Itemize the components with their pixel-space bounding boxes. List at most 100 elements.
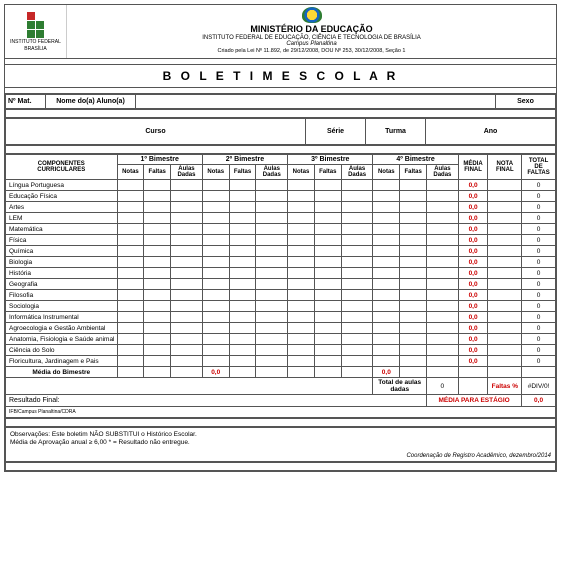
subject-name: Informática Instrumental — [6, 312, 118, 323]
subject-name: Matemática — [6, 224, 118, 235]
subject-name: Geografia — [6, 279, 118, 290]
document-title: B O L E T I M E S C O L A R — [5, 65, 556, 88]
subject-row: Floricultura, Jardinagem e Pais 0,0 0 — [6, 356, 556, 367]
subject-name: Química — [6, 246, 118, 257]
total-faltas: 0 — [522, 257, 556, 268]
total-faltas: 0 — [522, 334, 556, 345]
hdr-nota-final: NOTA FINAL — [488, 155, 522, 180]
total-faltas: 0 — [522, 279, 556, 290]
logo-text2: BRASÍLIA — [24, 47, 47, 52]
total-faltas: 0 — [522, 301, 556, 312]
if-logo: INSTITUTO FEDERAL BRASÍLIA — [5, 5, 67, 58]
total-faltas: 0 — [522, 312, 556, 323]
media-final: 0,0 — [458, 279, 488, 290]
subject-name: Biologia — [6, 257, 118, 268]
total-faltas: 0 — [522, 246, 556, 257]
total-faltas: 0 — [522, 235, 556, 246]
hdr-media-final: MÉDIA FINAL — [458, 155, 488, 180]
media-final: 0,0 — [458, 312, 488, 323]
subject-row: História 0,0 0 — [6, 268, 556, 279]
grades-table: COMPONENTES CURRICULARES 1º Bimestre 2º … — [5, 154, 556, 418]
media-final: 0,0 — [458, 235, 488, 246]
hdr-componentes: COMPONENTES CURRICULARES — [6, 155, 118, 180]
campus-line: IFB/Campus Planaltina/CDRA — [6, 407, 556, 418]
media-final: 0,0 — [458, 301, 488, 312]
header-center: MINISTÉRIO DA EDUCAÇÃO INSTITUTO FEDERAL… — [67, 5, 556, 58]
brazil-emblem-icon — [302, 7, 322, 23]
subject-row: Agroecologia e Gestão Ambiental 0,0 0 — [6, 323, 556, 334]
row-media-bimestre: Média do Bimestre 0,0 0,0 — [6, 367, 556, 378]
subject-name: História — [6, 268, 118, 279]
total-faltas: 0 — [522, 323, 556, 334]
media-final: 0,0 — [458, 180, 488, 191]
label-nome: Nome do(a) Aluno(a) — [46, 95, 136, 109]
total-faltas: 0 — [522, 191, 556, 202]
label-matricula: Nº Mat. — [6, 95, 46, 109]
total-faltas: 0 — [522, 268, 556, 279]
total-faltas: 0 — [522, 345, 556, 356]
media-final: 0,0 — [458, 290, 488, 301]
subject-name: Física — [6, 235, 118, 246]
field-nome — [136, 95, 496, 109]
subject-row: Educação Física 0,0 0 — [6, 191, 556, 202]
header: INSTITUTO FEDERAL BRASÍLIA MINISTÉRIO DA… — [5, 5, 556, 59]
observations: Observações: Este boletim NÃO SUBSTITUI … — [5, 427, 556, 462]
subject-row: Ciência do Solo 0,0 0 — [6, 345, 556, 356]
media-final: 0,0 — [458, 334, 488, 345]
subject-name: Artes — [6, 202, 118, 213]
law: Criado pela Lei Nº 11.892, de 29/12/2008… — [67, 48, 556, 54]
media-final: 0,0 — [458, 202, 488, 213]
subject-name: Ciência do Solo — [6, 345, 118, 356]
subject-row: Física 0,0 0 — [6, 235, 556, 246]
label-sexo: Sexo — [496, 95, 556, 109]
total-faltas: 0 — [522, 180, 556, 191]
coord-line: Coordenação de Registro Acadêmico, dezem… — [6, 451, 556, 462]
subject-row: Artes 0,0 0 — [6, 202, 556, 213]
subject-row: Química0,00 — [6, 246, 556, 257]
total-faltas: 0 — [522, 202, 556, 213]
label-curso: Curso — [6, 119, 306, 145]
subject-row: LEM 0,0 0 — [6, 213, 556, 224]
subject-row: Língua Portuguesa 0,0 0 — [6, 180, 556, 191]
report-card: INSTITUTO FEDERAL BRASÍLIA MINISTÉRIO DA… — [4, 4, 557, 472]
media-final: 0,0 — [458, 356, 488, 367]
row-resultado: Resultado Final: MÉDIA PARA ESTÁGIO 0,0 — [6, 395, 556, 407]
total-faltas: 0 — [522, 213, 556, 224]
label-turma: Turma — [366, 119, 426, 145]
course-row: Curso Série Turma Ano — [5, 118, 556, 145]
subject-name: Filosofia — [6, 290, 118, 301]
media-final: 0,0 — [458, 323, 488, 334]
subject-row: Matemática 0,0 0 — [6, 224, 556, 235]
campus: Campus Planaltina — [67, 41, 556, 47]
media-final: 0,0 — [458, 213, 488, 224]
hdr-b4: 4º Bimestre — [373, 155, 458, 165]
subject-row: Filosofia 0,0 0 — [6, 290, 556, 301]
student-id-row: Nº Mat. Nome do(a) Aluno(a) Sexo — [5, 94, 556, 109]
media-final: 0,0 — [458, 257, 488, 268]
hdr-b1: 1º Bimestre — [117, 155, 202, 165]
total-faltas: 0 — [522, 224, 556, 235]
ministry: MINISTÉRIO DA EDUCAÇÃO — [67, 24, 556, 34]
total-faltas: 0 — [522, 290, 556, 301]
media-final: 0,0 — [458, 345, 488, 356]
subject-name: Língua Portuguesa — [6, 180, 118, 191]
hdr-b2: 2º Bimestre — [202, 155, 287, 165]
subject-row: Sociologia 0,0 0 — [6, 301, 556, 312]
media-final: 0,0 — [458, 224, 488, 235]
media-final: 0,0 — [458, 191, 488, 202]
logo-text1: INSTITUTO FEDERAL — [10, 40, 61, 45]
hdr-b3: 3º Bimestre — [288, 155, 373, 165]
total-faltas: 0 — [522, 356, 556, 367]
subject-name: LEM — [6, 213, 118, 224]
label-serie: Série — [306, 119, 366, 145]
media-final: 0,0 — [458, 268, 488, 279]
subject-name: Sociologia — [6, 301, 118, 312]
subject-name: Agroecologia e Gestão Ambiental — [6, 323, 118, 334]
subject-name: Anatomia, Fisiologia e Saúde animal — [6, 334, 118, 345]
subject-row: Anatomia, Fisiologia e Saúde animal 0,0 0 — [6, 334, 556, 345]
subject-row: Informática Instrumental 0,0 0 — [6, 312, 556, 323]
subject-row: Geografia 0,0 0 — [6, 279, 556, 290]
subject-name: Educação Física — [6, 191, 118, 202]
subject-name: Floricultura, Jardinagem e Pais — [6, 356, 118, 367]
row-totals: Total de aulas dadas 0 Faltas % #DIV/0! — [6, 378, 556, 395]
